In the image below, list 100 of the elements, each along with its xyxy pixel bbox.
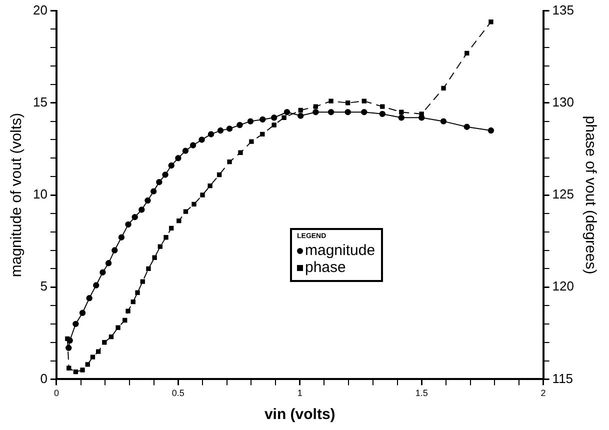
point: [102, 340, 107, 345]
y-tick-label: 10: [32, 186, 48, 202]
y-tick-label: 5: [40, 278, 48, 294]
point: [217, 127, 224, 134]
y-tick-label: 0: [40, 370, 48, 386]
point: [260, 132, 265, 137]
point: [146, 266, 151, 272]
x-tick-label: 2: [540, 388, 546, 398]
point: [313, 104, 318, 109]
x-tick-label: 1: [297, 388, 302, 398]
point: [398, 114, 404, 121]
point: [93, 282, 100, 288]
point: [66, 337, 73, 344]
point: [441, 86, 446, 91]
point: [125, 221, 132, 228]
point: [126, 308, 130, 314]
point: [175, 155, 182, 162]
y2-axis-title: phase of vout (degrees): [582, 116, 599, 274]
point: [162, 172, 168, 178]
point: [158, 244, 162, 249]
point: [488, 20, 494, 24]
point: [118, 234, 125, 240]
point: [249, 139, 254, 144]
point: [116, 325, 120, 330]
point: [227, 160, 232, 164]
point: [132, 214, 138, 220]
point: [361, 109, 368, 116]
point: [176, 218, 182, 224]
point: [156, 179, 162, 186]
point: [464, 124, 470, 130]
point: [66, 366, 72, 370]
point: [216, 172, 222, 178]
point: [73, 369, 78, 374]
point: [226, 126, 233, 132]
point: [200, 192, 205, 198]
point: [379, 110, 386, 118]
y2-tick-label: 115: [552, 370, 574, 386]
point: [272, 122, 276, 128]
point: [488, 127, 494, 134]
point: [346, 100, 350, 106]
point: [138, 206, 145, 213]
point: [152, 255, 157, 260]
point: [72, 320, 79, 328]
legend-label: magnitude: [305, 242, 376, 259]
x-tick-label: 0: [54, 388, 59, 398]
point: [328, 109, 334, 116]
point: [85, 362, 90, 367]
point: [270, 114, 278, 121]
point: [190, 142, 196, 148]
y2-tick-label: 130: [552, 94, 574, 110]
point: [236, 122, 243, 128]
point: [312, 109, 319, 116]
point: [100, 269, 106, 276]
point: [282, 115, 286, 120]
point: [140, 279, 145, 284]
y2-tick-label: 125: [552, 186, 574, 202]
point: [198, 136, 205, 143]
point: [80, 368, 85, 372]
legend-label: phase: [305, 259, 346, 276]
point: [284, 109, 290, 116]
point: [208, 183, 212, 188]
y-axis-title: magnitude of vout (volts): [8, 112, 26, 278]
point: [464, 50, 470, 56]
x-tick-label: 1.5: [415, 388, 428, 398]
point: [247, 118, 254, 124]
point: [440, 118, 447, 124]
point: [168, 162, 174, 169]
point: [208, 131, 214, 138]
point: [260, 116, 266, 123]
point: [150, 188, 157, 194]
y-tick-label: 20: [32, 2, 48, 18]
point: [144, 197, 151, 204]
point: [96, 349, 101, 354]
point: [164, 235, 168, 240]
point: [112, 247, 118, 254]
x-axis-title: vin (volts): [264, 406, 336, 424]
point: [399, 110, 404, 114]
point: [238, 150, 243, 155]
x-tick-label: 0.5: [172, 388, 184, 398]
point: [90, 354, 96, 360]
point: [135, 290, 140, 295]
point: [169, 226, 174, 230]
point: [108, 334, 114, 340]
point: [79, 310, 86, 316]
point: [344, 109, 351, 116]
point: [328, 98, 334, 104]
y2-tick-label: 120: [552, 278, 574, 294]
y2-tick-label: 135: [552, 2, 574, 18]
point: [86, 295, 92, 302]
point: [192, 202, 196, 207]
point: [298, 108, 303, 113]
point: [66, 344, 72, 351]
point: [380, 104, 385, 109]
point: [122, 318, 128, 323]
point: [362, 98, 366, 104]
y-tick-label: 15: [32, 94, 48, 110]
point: [130, 300, 136, 304]
point: [298, 112, 304, 119]
point: [182, 148, 189, 154]
point: [183, 209, 188, 214]
